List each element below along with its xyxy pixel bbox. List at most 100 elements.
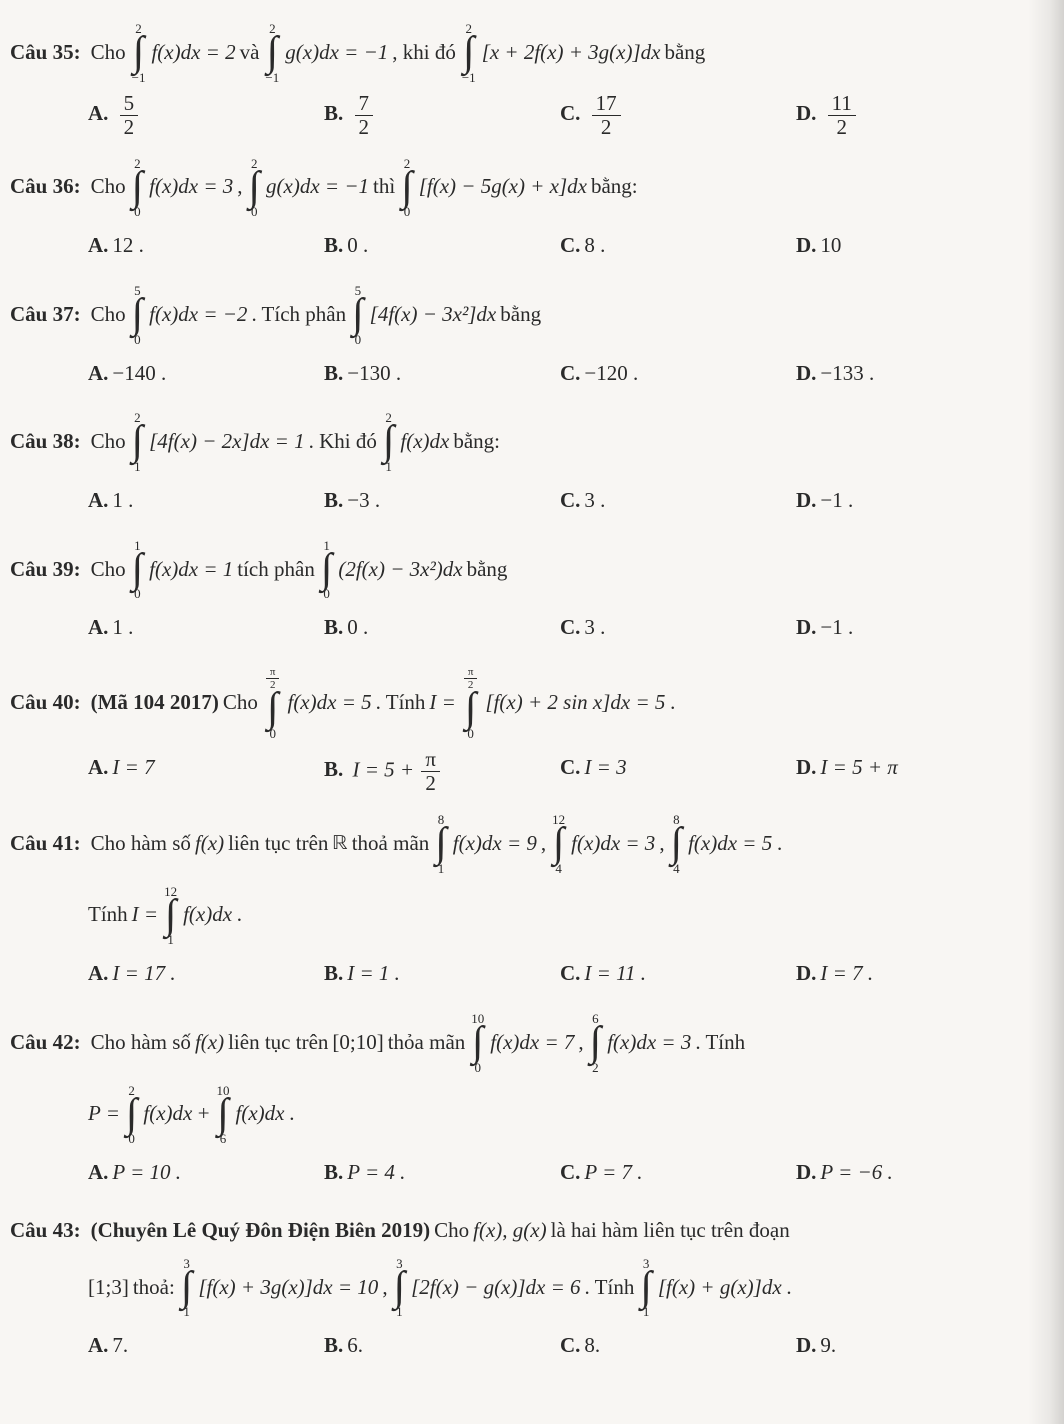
question-label: Câu 38: (10, 422, 81, 462)
question-35-answers: A. 52 B. 72 C. 172 D. 112 (10, 92, 1032, 139)
option-B[interactable]: B. I = 5 + π2 (324, 748, 560, 795)
question-label: Câu 37: (10, 295, 81, 335)
integrand: [f(x) + 2 sin x]dx = 5 . (485, 683, 675, 723)
question-42: Câu 42: Cho hàm số f(x) liên tục trên [0… (10, 1012, 1032, 1193)
option-C[interactable]: C.3 . (560, 481, 796, 521)
integral: 2 ∫ −1 (132, 22, 146, 84)
question-label: Câu 36: (10, 167, 81, 207)
option-D[interactable]: D.−1 . (796, 608, 1032, 648)
option-D[interactable]: D. 112 (796, 92, 1032, 139)
integrand: f(x)dx (400, 422, 449, 462)
option-C[interactable]: C.P = 7 . (560, 1153, 796, 1193)
integrand: g(x)dx = −1 (266, 167, 369, 207)
option-D[interactable]: D.I = 7 . (796, 954, 1032, 994)
option-B[interactable]: B.I = 1 . (324, 954, 560, 994)
option-A[interactable]: A.−140 . (88, 354, 324, 394)
option-C[interactable]: C.I = 3 (560, 748, 796, 795)
option-C[interactable]: C.I = 11 . (560, 954, 796, 994)
option-B[interactable]: B.6. (324, 1326, 560, 1366)
option-A[interactable]: A.7. (88, 1326, 324, 1366)
integral: π2 ∫ 0 (462, 666, 480, 740)
option-A[interactable]: A. 52 (88, 92, 324, 139)
option-C[interactable]: C.−120 . (560, 354, 796, 394)
interval: [0;10] (332, 1023, 383, 1063)
text: Cho (223, 683, 258, 723)
integrand: f(x)dx (143, 1094, 192, 1134)
integrand: f(x)dx = 3 (571, 824, 655, 864)
integral: 2∫1 (383, 411, 395, 473)
question-36: Câu 36: Cho 2∫0 f(x)dx = 3 , 2∫0 g(x)dx … (10, 157, 1032, 266)
question-40-stem: Câu 40: (Mã 104 2017) Cho π2 ∫ 0 f(x)dx … (10, 666, 1032, 740)
option-A[interactable]: A.1 . (88, 481, 324, 521)
option-D[interactable]: D.I = 5 + π (796, 748, 1032, 795)
option-C[interactable]: C. 172 (560, 92, 796, 139)
option-A[interactable]: A.I = 17 . (88, 954, 324, 994)
question-36-stem: Câu 36: Cho 2∫0 f(x)dx = 3 , 2∫0 g(x)dx … (10, 157, 1032, 219)
question-41: Câu 41: Cho hàm số f(x) liên tục trên ℝ … (10, 813, 1032, 994)
option-C[interactable]: C.8 . (560, 226, 796, 266)
integrand: f(x)dx = 5 . (688, 824, 783, 864)
integrand: f(x)dx = 5 (287, 683, 371, 723)
question-38-answers: A.1 . B.−3 . C.3 . D.−1 . (10, 481, 1032, 521)
integral: π2 ∫ 0 (264, 666, 282, 740)
option-D[interactable]: D.9. (796, 1326, 1032, 1366)
option-D[interactable]: D.10 (796, 226, 1032, 266)
question-label: Câu 40: (10, 683, 81, 723)
option-B[interactable]: B. 72 (324, 92, 560, 139)
integrand: [x + 2f(x) + 3g(x)]dx (482, 33, 661, 73)
question-35: Câu 35: Cho 2 ∫ −1 f(x)dx = 2 và 2 ∫ −1 … (10, 22, 1032, 139)
text: . Tính (376, 683, 426, 723)
option-A[interactable]: A.12 . (88, 226, 324, 266)
text: Cho (91, 295, 126, 335)
option-C[interactable]: C.8. (560, 1326, 796, 1366)
text: , (578, 1023, 583, 1063)
text: liên tục trên (228, 1023, 328, 1063)
question-41-stem: Câu 41: Cho hàm số f(x) liên tục trên ℝ … (10, 813, 1032, 875)
interval: [1;3] (88, 1268, 129, 1308)
text: Cho (434, 1211, 469, 1251)
option-A[interactable]: A.P = 10 . (88, 1153, 324, 1193)
integral: 5∫0 (352, 284, 364, 346)
page-shadow (1028, 0, 1064, 1424)
text: , (541, 824, 546, 864)
integral: 1∫0 (321, 539, 333, 601)
text: Tính (88, 895, 128, 935)
text: là hai hàm liên tục trên đoạn (551, 1211, 790, 1251)
fx: f(x) (195, 1023, 224, 1063)
option-C[interactable]: C.3 . (560, 608, 796, 648)
integral: 2 ∫ −1 (265, 22, 279, 84)
text: liên tục trên (228, 824, 328, 864)
option-A[interactable]: A.1 . (88, 608, 324, 648)
option-B[interactable]: B.0 . (324, 608, 560, 648)
text: Cho (91, 167, 126, 207)
option-D[interactable]: D.P = −6 . (796, 1153, 1032, 1193)
option-B[interactable]: B.P = 4 . (324, 1153, 560, 1193)
integral: 3∫1 (181, 1257, 193, 1319)
text: bằng: (591, 167, 638, 207)
option-B[interactable]: B.0 . (324, 226, 560, 266)
lhs: I = (132, 895, 158, 935)
question-42-answers: A.P = 10 . B.P = 4 . C.P = 7 . D.P = −6 … (10, 1153, 1032, 1193)
question-35-stem: Câu 35: Cho 2 ∫ −1 f(x)dx = 2 và 2 ∫ −1 … (10, 22, 1032, 84)
option-D[interactable]: D.−133 . (796, 354, 1032, 394)
question-39-answers: A.1 . B.0 . C.3 . D.−1 . (10, 608, 1032, 648)
option-B[interactable]: B.−130 . (324, 354, 560, 394)
option-B[interactable]: B.−3 . (324, 481, 560, 521)
integrand: f(x)dx = 9 (453, 824, 537, 864)
integral: 10∫0 (471, 1012, 484, 1074)
integrand: f(x)dx = 2 (151, 33, 235, 73)
option-A[interactable]: A.I = 7 (88, 748, 324, 795)
text: , (659, 824, 664, 864)
text: Cho (91, 550, 126, 590)
integrand: f(x)dx . (183, 895, 242, 935)
question-40-answers: A.I = 7 B. I = 5 + π2 C.I = 3 D.I = 5 + … (10, 748, 1032, 795)
text: bằng (467, 550, 508, 590)
option-D[interactable]: D.−1 . (796, 481, 1032, 521)
real-set: ℝ (332, 824, 347, 864)
integral: 2∫0 (132, 157, 144, 219)
text: thoả: (133, 1268, 175, 1308)
integral: 5∫0 (132, 284, 144, 346)
text: thoả mãn (352, 824, 430, 864)
integral: 3∫1 (394, 1257, 406, 1319)
text: bằng (664, 33, 705, 73)
